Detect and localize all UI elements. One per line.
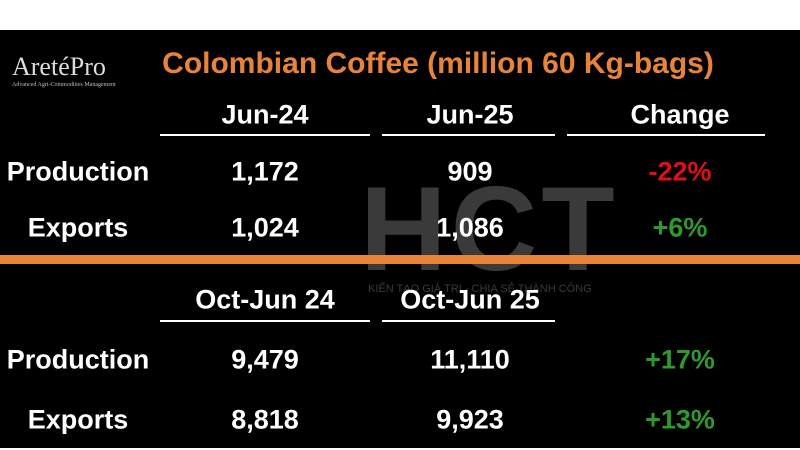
header: Oct-Jun 25 [400,284,540,315]
cell: 9,923 [436,404,504,435]
change: +6% [652,212,708,243]
change: +13% [645,404,715,435]
row-label: Production [6,344,150,375]
logo: AretéPro [12,52,106,81]
cell: 1,172 [231,156,299,187]
change: +17% [645,344,715,375]
separator [0,255,800,264]
cell: 9,479 [231,344,299,375]
logo-tagline: Advanced Agri-Commodities Management [12,82,116,88]
panel: HCT KIẾN TẠO GIÁ TRỊ - CHIA SẺ THÀNH CÔN… [0,30,800,448]
cell: 11,110 [430,344,510,375]
watermark-mark: HCT [360,162,619,296]
cell: 1,024 [231,212,299,243]
row-label: Exports [27,404,129,435]
change: -22% [648,156,712,187]
header: Jun-24 [221,99,309,130]
watermark-slogan: KIẾN TẠO GIÁ TRỊ - CHIA SẺ THÀNH CÔNG [368,283,592,295]
row-label: Production [6,156,150,187]
underline [567,134,765,136]
underline [382,320,555,322]
cell: 1,086 [436,212,504,243]
underline [160,134,370,136]
title: Colombian Coffee (million 60 Kg-bags) [162,47,714,80]
row-label: Exports [27,212,129,243]
underline [382,134,555,136]
cell: 909 [447,156,493,187]
header: Change [630,99,730,130]
header: Oct-Jun 24 [195,284,335,315]
header: Jun-25 [426,99,514,130]
underline [160,320,370,322]
cell: 8,818 [231,404,299,435]
